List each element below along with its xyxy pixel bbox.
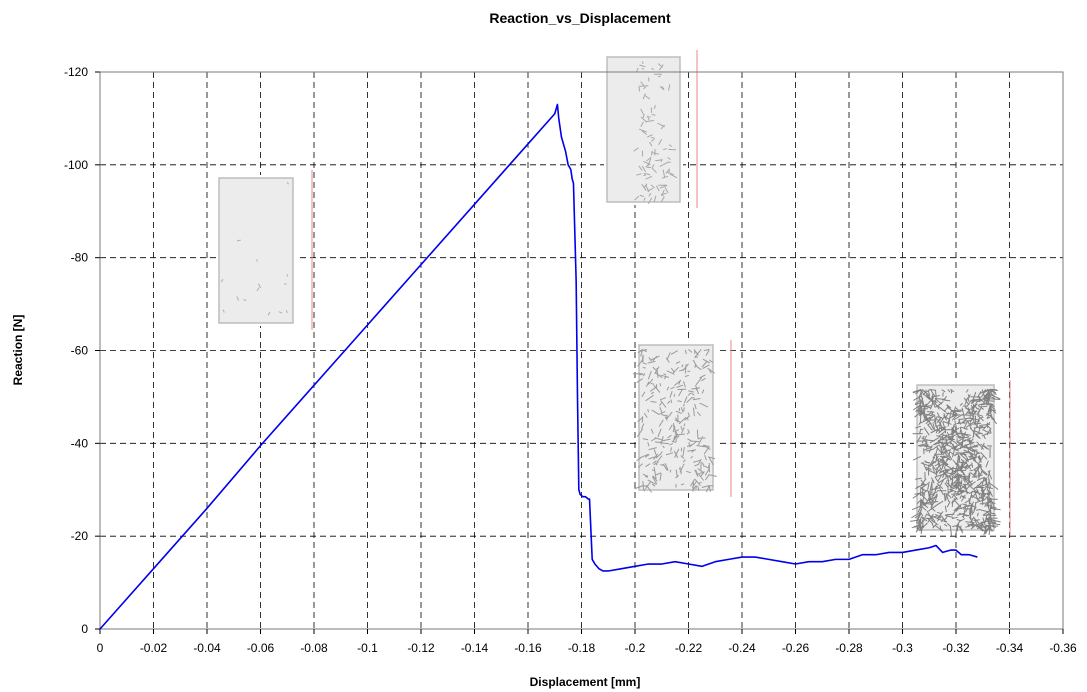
crack-pattern: [632, 348, 717, 493]
y-axis-title: Reaction [N]: [11, 315, 25, 386]
specimen-image: [216, 170, 313, 330]
specimen-image: [632, 340, 732, 497]
x-tick-label: -0.2: [625, 641, 646, 655]
x-tick-label: -0.16: [514, 641, 542, 655]
specimen-body: [218, 177, 294, 324]
x-axis-ticks: 0 -0.02 -0.04 -0.06 -0.08 -0.1 -0.12 -0.14 -0.16…: [97, 629, 1077, 655]
y-axis-ticks: 0 -20 -40 -60 -80 -100 -120: [64, 65, 100, 636]
x-axis-title: Displacement [mm]: [530, 675, 641, 689]
specimen-body: [606, 56, 681, 203]
x-tick-label: -0.32: [942, 641, 970, 655]
y-tick-label: -40: [71, 436, 89, 450]
x-tick-label: -0.28: [835, 641, 863, 655]
y-tick-label: -60: [71, 344, 89, 358]
x-tick-label: -0.26: [782, 641, 810, 655]
series-line: [99, 103, 978, 630]
y-tick-label: 0: [81, 622, 88, 636]
chart-title: Reaction_vs_Displacement: [489, 10, 671, 26]
x-tick-label: -0.02: [140, 641, 168, 655]
x-tick-label: -0.3: [892, 641, 913, 655]
x-tick-label: -0.1: [357, 641, 378, 655]
x-tick-label: -0.18: [568, 641, 596, 655]
specimen-image: [604, 50, 698, 208]
specimen-body: [916, 384, 995, 531]
y-tick-label: -100: [64, 158, 88, 172]
x-tick-label: -0.36: [1049, 641, 1077, 655]
y-tick-label: -120: [64, 65, 88, 79]
x-tick-label: -0.06: [247, 641, 275, 655]
x-tick-label: 0: [97, 641, 104, 655]
x-tick-label: -0.34: [996, 641, 1024, 655]
specimen-insets: [216, 50, 1011, 536]
specimen-image: [910, 380, 1011, 536]
x-tick-label: -0.08: [300, 641, 328, 655]
crack-pattern: [633, 61, 678, 204]
x-tick-label: -0.12: [407, 641, 435, 655]
y-tick-label: -80: [71, 251, 89, 265]
crack-pattern: [910, 388, 1001, 536]
x-tick-label: -0.22: [675, 641, 703, 655]
grid-lines: [100, 72, 1063, 629]
x-tick-label: -0.14: [461, 641, 489, 655]
y-tick-label: -20: [71, 529, 89, 543]
crack-pattern: [220, 181, 289, 316]
x-tick-label: -0.24: [728, 641, 756, 655]
x-tick-label: -0.04: [193, 641, 221, 655]
